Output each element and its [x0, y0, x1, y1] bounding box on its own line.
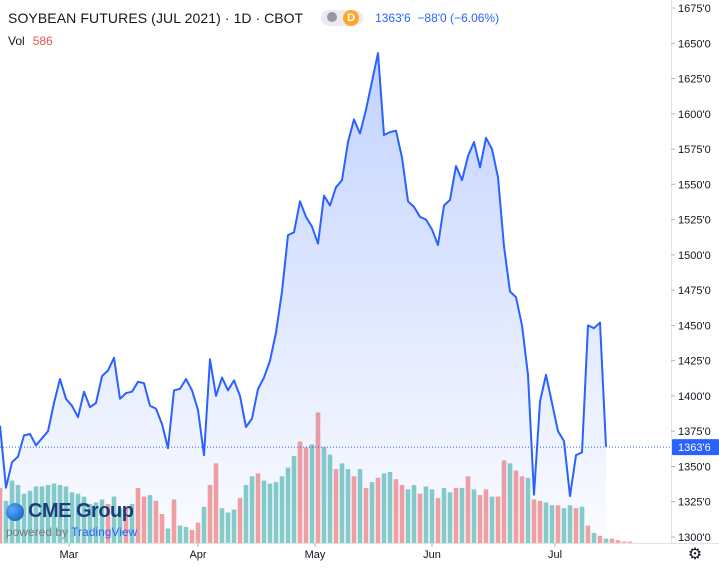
- y-tick-label: 1625'0: [678, 74, 711, 86]
- legend-separator-1: ·: [224, 10, 230, 26]
- cme-brand-text: CME Group: [28, 500, 134, 522]
- y-tick-label: 1525'0: [678, 215, 711, 227]
- y-tick-label: 1400'0: [678, 391, 711, 403]
- y-tick-label: 1600'0: [678, 109, 711, 121]
- volume-bar: [609, 538, 615, 543]
- volume-legend: Vol 586: [8, 34, 53, 48]
- powered-by-text: powered by: [6, 525, 69, 539]
- y-tick-label: 1325'0: [678, 497, 711, 509]
- volume-bar: [627, 541, 633, 543]
- y-tick-label: 1475'0: [678, 285, 711, 297]
- y-tick-label: 1550'0: [678, 179, 711, 191]
- gear-icon[interactable]: ⚙: [687, 546, 703, 563]
- volume-label[interactable]: Vol: [8, 34, 25, 48]
- last-quote: 1363'6 −88'0 (−6.06%): [375, 11, 499, 25]
- x-tick-label: Apr: [189, 549, 206, 561]
- chart-legend-header: SOYBEAN FUTURES (JUL 2021) · 1D · CBOT D…: [8, 9, 499, 27]
- y-tick-label: 1375'0: [678, 426, 711, 438]
- x-tick-label: May: [305, 549, 326, 561]
- x-tick-label: Mar: [60, 549, 79, 561]
- last-price-axis-label: 1363'6: [678, 442, 711, 454]
- legend-separator-2: ·: [255, 10, 261, 26]
- x-tick-label: Jun: [423, 549, 441, 561]
- last-price-value: 1363'6: [375, 11, 411, 25]
- x-tick-label: Jul: [548, 549, 562, 561]
- cme-globe-icon: [6, 502, 24, 521]
- price-line[interactable]: [0, 52, 607, 498]
- volume-value: 586: [32, 34, 53, 48]
- y-tick-label: 1425'0: [678, 356, 711, 368]
- price-area-fill: [0, 53, 606, 543]
- delayed-data-icon: D: [343, 10, 360, 26]
- y-tick-label: 1350'0: [678, 462, 711, 474]
- tradingview-link[interactable]: TradingView: [71, 525, 138, 539]
- y-tick-label: 1500'0: [678, 250, 711, 262]
- y-tick-label: 1575'0: [678, 144, 711, 156]
- volume-bar: [621, 541, 627, 543]
- market-status-badge[interactable]: D: [321, 10, 364, 26]
- exchange-label: CBOT: [264, 10, 304, 26]
- powered-by: powered by TradingView: [6, 525, 137, 539]
- cme-brand: CME Group: [6, 500, 137, 523]
- market-closed-icon: [327, 12, 338, 22]
- last-price-label-bg: [672, 439, 719, 456]
- symbol-title[interactable]: SOYBEAN FUTURES (JUL 2021): [8, 10, 221, 26]
- y-tick-label: 1450'0: [678, 320, 711, 332]
- price-change-value: −88'0 (−6.06%): [417, 11, 500, 25]
- y-tick-label: 1650'0: [678, 38, 711, 50]
- y-tick-label: 1300'0: [678, 532, 711, 544]
- volume-bar: [615, 540, 621, 543]
- y-tick-label: 1675'0: [678, 3, 711, 15]
- interval-label[interactable]: 1D: [233, 10, 252, 26]
- cme-group-logo[interactable]: CME Group powered by TradingView: [6, 500, 137, 539]
